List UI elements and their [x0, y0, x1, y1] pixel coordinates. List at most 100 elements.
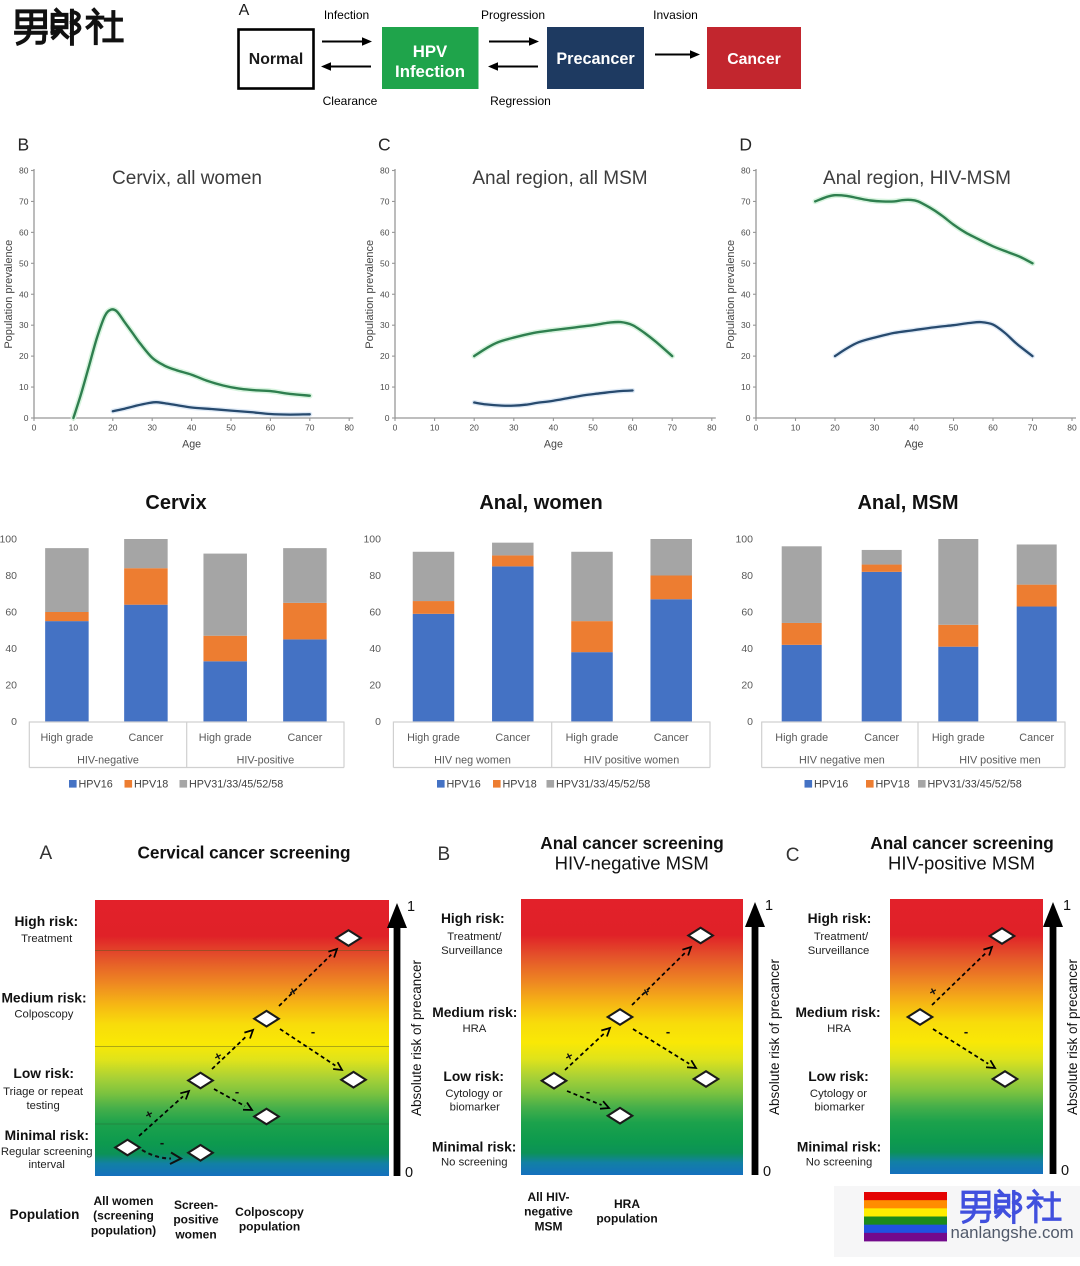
svg-text:negative: negative — [524, 1205, 573, 1219]
svg-text:No screening: No screening — [441, 1157, 508, 1169]
svg-text:30: 30 — [19, 320, 29, 330]
svg-text:80: 80 — [344, 423, 354, 433]
svg-text:10: 10 — [741, 382, 751, 392]
svg-text:HIV-negative: HIV-negative — [77, 755, 139, 767]
svg-text:Cervix, all women: Cervix, all women — [112, 168, 262, 189]
svg-text:70: 70 — [667, 423, 677, 433]
svg-text:1: 1 — [1063, 898, 1071, 914]
svg-text:Anal region, all MSM: Anal region, all MSM — [472, 168, 647, 189]
svg-text:0: 0 — [754, 423, 759, 433]
svg-text:A: A — [239, 2, 250, 19]
svg-text:0: 0 — [375, 716, 381, 728]
svg-text:60: 60 — [369, 607, 381, 619]
svg-text:Age: Age — [904, 439, 923, 451]
svg-text:-: - — [586, 1084, 590, 1099]
svg-text:Age: Age — [544, 439, 563, 451]
svg-text:30: 30 — [509, 423, 519, 433]
svg-text:0: 0 — [11, 716, 17, 728]
svg-text:population: population — [239, 1220, 300, 1234]
svg-text:100: 100 — [735, 534, 753, 546]
svg-text:80: 80 — [741, 570, 753, 582]
svg-text:C: C — [786, 845, 800, 866]
svg-text:HPV31/33/45/52/58: HPV31/33/45/52/58 — [928, 779, 1022, 791]
svg-text:Minimal risk:: Minimal risk: — [5, 1128, 89, 1143]
svg-text:HPV18: HPV18 — [876, 779, 910, 791]
svg-text:population: population — [596, 1212, 657, 1226]
svg-text:80: 80 — [1067, 423, 1077, 433]
svg-text:0: 0 — [32, 423, 37, 433]
svg-text:70: 70 — [1028, 423, 1038, 433]
svg-text:30: 30 — [870, 423, 880, 433]
svg-text:80: 80 — [5, 570, 17, 582]
svg-text:Absolute risk of precancer: Absolute risk of precancer — [767, 958, 782, 1115]
svg-text:60: 60 — [266, 423, 276, 433]
svg-text:20: 20 — [19, 351, 29, 361]
svg-text:40: 40 — [909, 423, 919, 433]
svg-text:60: 60 — [380, 227, 390, 237]
svg-text:(screening: (screening — [93, 1209, 154, 1223]
svg-text:60: 60 — [741, 607, 753, 619]
svg-text:40: 40 — [369, 643, 381, 655]
svg-text:40: 40 — [380, 289, 390, 299]
svg-text:Clearance: Clearance — [323, 94, 378, 108]
svg-text:Normal: Normal — [249, 51, 303, 68]
svg-text:20: 20 — [5, 680, 17, 692]
svg-text:Minimal risk:: Minimal risk: — [797, 1139, 881, 1154]
svg-text:nanlangshe.com: nanlangshe.com — [951, 1223, 1074, 1242]
svg-text:Anal cancer screening: Anal cancer screening — [540, 833, 723, 853]
svg-text:50: 50 — [19, 258, 29, 268]
svg-text:0: 0 — [24, 413, 29, 423]
svg-text:50: 50 — [226, 423, 236, 433]
svg-text:Triage or repeat: Triage or repeat — [3, 1086, 84, 1098]
svg-text:Regression: Regression — [490, 94, 551, 108]
svg-text:20: 20 — [380, 351, 390, 361]
svg-text:60: 60 — [5, 607, 17, 619]
svg-text:-: - — [160, 1135, 164, 1150]
svg-text:80: 80 — [380, 166, 390, 176]
svg-text:Surveillance: Surveillance — [441, 945, 503, 957]
svg-text:Medium risk:: Medium risk: — [432, 1005, 517, 1020]
svg-text:Cytology or: Cytology or — [445, 1088, 502, 1100]
svg-text:High grade: High grade — [199, 732, 252, 744]
svg-text:0: 0 — [747, 716, 753, 728]
svg-text:Population prevalence: Population prevalence — [725, 240, 737, 349]
svg-text:A: A — [39, 843, 52, 864]
svg-text:10: 10 — [430, 423, 440, 433]
svg-text:0: 0 — [1061, 1163, 1069, 1179]
svg-text:High grade: High grade — [407, 732, 460, 744]
svg-text:40: 40 — [549, 423, 559, 433]
svg-text:70: 70 — [305, 423, 315, 433]
svg-text:-: - — [964, 1024, 968, 1039]
svg-text:HPV18: HPV18 — [503, 779, 537, 791]
svg-text:HPV18: HPV18 — [134, 779, 168, 791]
svg-text:No screening: No screening — [806, 1157, 873, 1169]
svg-text:10: 10 — [380, 382, 390, 392]
svg-text:HPV16: HPV16 — [814, 779, 848, 791]
svg-text:40: 40 — [187, 423, 197, 433]
svg-text:biomarker: biomarker — [450, 1102, 500, 1114]
svg-text:20: 20 — [741, 351, 751, 361]
svg-text:Treatment/: Treatment/ — [814, 931, 869, 943]
svg-text:MSM: MSM — [535, 1219, 563, 1233]
svg-text:All HIV-: All HIV- — [527, 1190, 569, 1204]
svg-text:High grade: High grade — [932, 732, 985, 744]
svg-text:Medium risk:: Medium risk: — [1, 991, 86, 1006]
svg-text:100: 100 — [0, 534, 17, 546]
svg-text:Cancer: Cancer — [654, 732, 689, 744]
svg-text:0: 0 — [405, 1165, 413, 1181]
svg-text:Anal region, HIV-MSM: Anal region, HIV-MSM — [823, 168, 1011, 189]
svg-text:20: 20 — [830, 423, 840, 433]
svg-text:Cancer: Cancer — [864, 732, 899, 744]
svg-text:Screen-: Screen- — [174, 1198, 218, 1212]
svg-text:Cancer: Cancer — [287, 732, 322, 744]
svg-text:30: 30 — [147, 423, 157, 433]
svg-text:Cancer: Cancer — [495, 732, 530, 744]
svg-text:Cervical cancer screening: Cervical cancer screening — [137, 843, 350, 863]
svg-text:HIV-positive MSM: HIV-positive MSM — [888, 853, 1035, 874]
svg-text:interval: interval — [28, 1159, 64, 1171]
svg-text:Anal, women: Anal, women — [479, 492, 602, 514]
svg-text:60: 60 — [988, 423, 998, 433]
svg-text:Infection: Infection — [395, 62, 465, 81]
svg-text:Treatment: Treatment — [21, 933, 73, 945]
svg-text:C: C — [378, 135, 391, 155]
